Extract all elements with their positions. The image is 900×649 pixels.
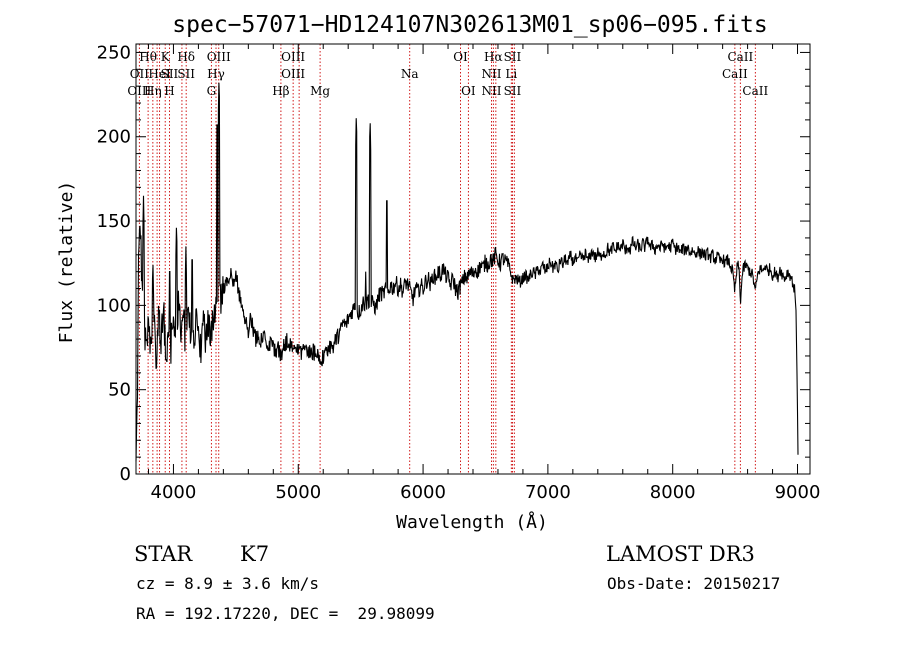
spectral-line-labels: OIIOIIIHθHηHeIKSIIHHδSIIGHγOIIIHβOIIIOII… [127, 50, 768, 98]
y-tick-label: 200 [97, 127, 131, 148]
sky-coordinates: RA = 192.17220, DEC = 29.98099 [136, 604, 435, 623]
line-marker-label: OIII [207, 50, 231, 64]
spectral-line-markers [138, 44, 756, 474]
y-axis-label: Flux (relative) [56, 181, 77, 344]
x-tick-label: 7000 [525, 482, 571, 503]
y-tick-label: 50 [108, 380, 131, 401]
line-marker-label: H [164, 84, 174, 98]
spectrum-line [135, 82, 799, 462]
line-marker-label: OI [453, 50, 468, 64]
line-marker-label: OI [461, 84, 476, 98]
line-marker-label: SII [504, 50, 522, 64]
line-marker-label: OII [130, 67, 150, 81]
line-marker-label: Na [401, 67, 419, 81]
line-marker-label: K [161, 50, 171, 64]
object-class: STAR [134, 542, 193, 566]
line-marker-label: NII [481, 67, 501, 81]
observation-date: Obs-Date: 20150217 [607, 574, 780, 593]
line-marker-label: CaII [722, 67, 748, 81]
x-tick-label: 6000 [400, 482, 446, 503]
line-marker-label: SII [161, 67, 179, 81]
x-axis-label: Wavelength (Å) [396, 511, 548, 533]
spectral-subclass: K7 [240, 542, 269, 566]
y-tick-label: 250 [97, 42, 131, 63]
line-marker-label: CaII [727, 50, 753, 64]
x-tick-label: 9000 [775, 482, 821, 503]
line-marker-label: Mg [310, 84, 330, 98]
line-marker-label: Hη [144, 84, 162, 98]
x-tick-label: 5000 [275, 482, 321, 503]
line-marker-label: OIII [281, 50, 305, 64]
redshift-velocity: cz = 8.9 ± 3.6 km/s [136, 574, 319, 593]
line-marker-label: SII [177, 67, 195, 81]
line-marker-label: SII [504, 84, 522, 98]
y-tick-label: 100 [97, 295, 131, 316]
line-marker-label: Hδ [177, 50, 195, 64]
line-marker-label: OIII [127, 84, 151, 98]
line-marker-label: Hθ [139, 50, 157, 64]
x-axis-ticks: 4000 5000 6000 7000 8000 9000 [147, 44, 821, 503]
line-marker-label: CaII [742, 84, 768, 98]
line-marker-label: NII [481, 84, 501, 98]
line-marker-label: G [207, 84, 217, 98]
line-marker-label: Hα [484, 50, 503, 64]
x-tick-label: 8000 [650, 482, 696, 503]
line-marker-label: Hγ [207, 67, 225, 81]
line-marker-label: Li [505, 67, 517, 81]
line-marker-label: OIII [281, 67, 305, 81]
chart-title: spec−57071−HD124107N302613M01_sp06−095.f… [172, 12, 767, 38]
y-tick-label: 0 [120, 464, 131, 485]
survey-release: LAMOST DR3 [606, 542, 755, 566]
line-marker-label: Hβ [272, 84, 289, 98]
y-tick-label: 150 [97, 211, 131, 232]
line-marker-label: HeI [148, 67, 171, 81]
y-axis-ticks: 0 50 100 150 200 250 [97, 42, 810, 485]
x-tick-label: 4000 [151, 482, 197, 503]
